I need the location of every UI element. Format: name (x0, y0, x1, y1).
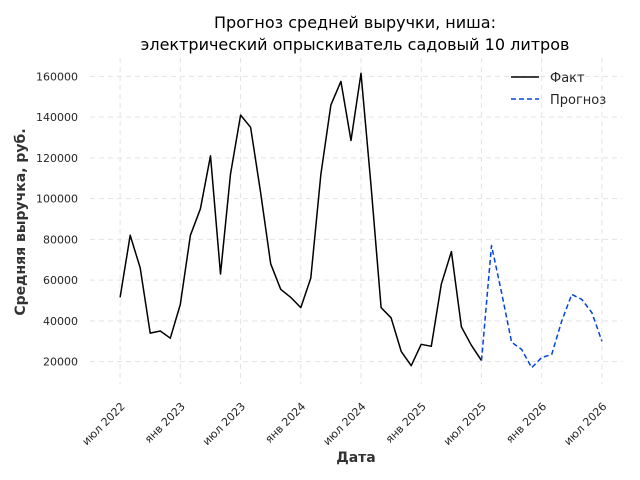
x-tick-label: июл 2026 (561, 400, 609, 448)
x-tick-label: июл 2022 (80, 400, 128, 448)
chart-title-line-2: электрический опрыскиватель садовый 10 л… (140, 35, 570, 54)
series-line-fact (119, 72, 483, 367)
legend-label: Прогноз (550, 93, 606, 108)
y-tick-label: 80000 (43, 233, 78, 246)
y-tick-label: 140000 (36, 111, 78, 124)
y-tick-label: 160000 (36, 70, 78, 83)
y-tick-label: 20000 (43, 356, 78, 369)
x-tick-label: июл 2023 (200, 400, 248, 448)
x-axis-label: Дата (336, 450, 376, 466)
y-tick-label: 60000 (43, 274, 78, 287)
y-tick-label: 40000 (43, 315, 78, 328)
x-tick-label: июл 2025 (441, 400, 489, 448)
y-tick-label: 120000 (36, 152, 78, 165)
series-line-forecast (480, 244, 603, 369)
x-tick-label: июл 2024 (321, 400, 369, 448)
x-tick-label: янв 2023 (142, 400, 188, 446)
x-tick-label: янв 2025 (383, 400, 429, 446)
chart-title-line-1: Прогноз средней выручки, ниша: (214, 13, 496, 32)
legend-label: Факт (550, 71, 585, 86)
y-tick-label: 100000 (36, 193, 78, 206)
x-tick-label: янв 2024 (263, 400, 309, 446)
legend: Факт Прогноз (511, 71, 606, 108)
x-tick-label: янв 2026 (503, 400, 549, 446)
y-axis-label: Средняя выручка, руб. (13, 128, 29, 316)
